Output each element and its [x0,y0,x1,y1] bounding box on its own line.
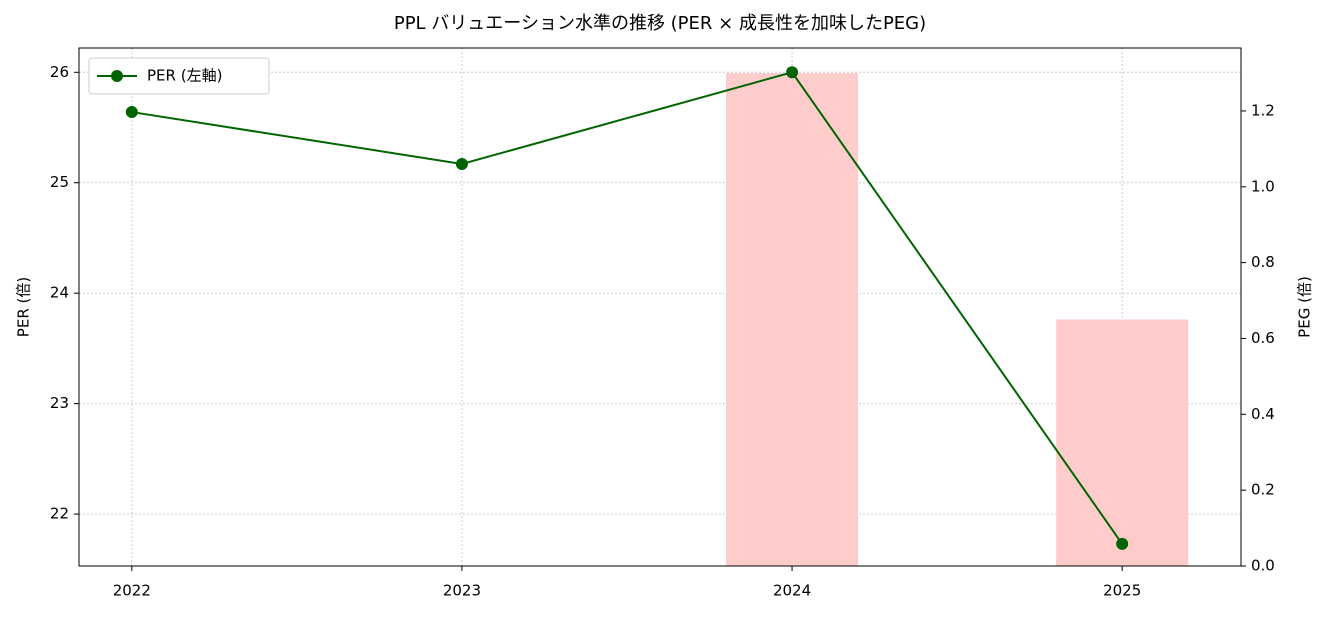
y-tick-label: 25 [50,173,69,191]
y-tick-label: 23 [50,394,69,412]
y-tick-label: 22 [50,505,69,523]
x-tick-label: 2024 [773,582,811,600]
bar [1056,319,1189,566]
y2-tick-label: 0.0 [1251,557,1275,575]
x-tick-label: 2023 [443,582,481,600]
legend-box [88,57,270,95]
y2-tick-label: 0.6 [1251,329,1275,347]
line-marker [1116,537,1129,550]
y2-tick-label: 1.2 [1251,101,1275,119]
line-marker [786,66,799,79]
y2-tick-label: 1.0 [1251,177,1275,195]
line-marker [125,106,138,119]
line-marker [455,157,468,170]
y2-tick-label: 0.2 [1251,481,1275,499]
y2-tick-label: 0.8 [1251,253,1275,271]
x-tick-label: 2025 [1103,582,1141,600]
y-tick-label: 24 [50,284,69,302]
line [131,71,1123,545]
legend-marker [111,70,123,82]
x-tick-label: 2022 [113,582,151,600]
plot-frame [78,47,1242,567]
y-axis-label: PER (倍) [15,277,33,337]
bar [726,73,859,566]
y2-tick-label: 0.4 [1251,405,1275,423]
chart-title: PPL バリュエーション水準の推移 (PER × 成長性を加味したPEG) [394,13,926,34]
y2-axis-label: PEG (倍) [1296,276,1314,338]
legend-label: PER (左軸) [147,67,222,85]
y-tick-label: 26 [50,63,69,81]
